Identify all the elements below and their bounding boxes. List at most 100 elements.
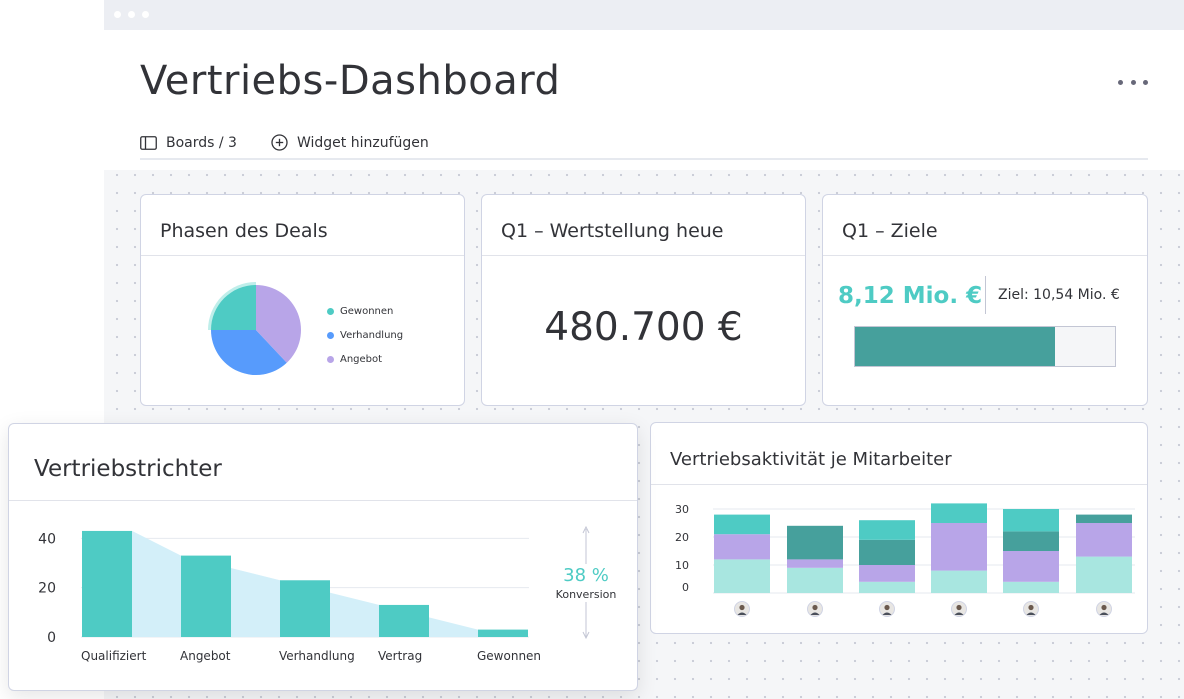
stacked-bar-segment [931,570,987,593]
legend-swatch [327,355,334,363]
dashboard-subnav: Boards / 3 Widget hinzufügen [140,134,463,151]
stacked-bar-segment [787,525,843,560]
goal-progress-bar [854,326,1116,367]
window-titlebar [104,0,1184,30]
window-dot [114,11,121,18]
legend-item: Verhandlung [327,323,403,347]
stacked-bar-segment [1003,509,1059,532]
card-divider [141,255,464,256]
avatar-body-icon [737,612,747,615]
pie-slice [256,285,301,363]
stacked-bar-segment [859,520,915,540]
stacked-bar-segment [859,539,915,565]
stacked-bar-segment [714,559,770,593]
header-divider [140,158,1148,160]
stacked-bar-segment [1076,523,1132,557]
card-divider [651,484,1147,485]
q1-value-number: 480.700 € [544,305,743,350]
goal-target-value: Ziel: 10,54 Mio. € [998,287,1120,303]
avatar-head-icon [884,604,890,611]
arrow-up-icon [582,525,590,534]
legend-label: Angebot [340,353,383,365]
goal-progress-fill [855,327,1056,366]
conversion-label: Konversion [556,588,617,601]
stacked-bar-segment [714,534,770,560]
x-category-label: Verhandlung [279,649,355,663]
funnel-bar [379,604,429,637]
pie-legend: Gewonnen Verhandlung Angebot [327,299,403,371]
pie-slice [211,330,287,375]
y-tick-label: 30 [675,503,689,516]
legend-item: Gewonnen [327,299,403,323]
avatar-body-icon [810,612,820,615]
stacked-bar-segment [1003,551,1059,582]
add-widget-label: Widget hinzufügen [296,134,429,151]
x-category-label: Angebot [180,649,231,663]
avatar-head-icon [1028,604,1034,611]
y-tick-label: 0 [682,581,689,594]
pie-slice [211,285,256,330]
page-title: Vertriebs-Dashboard [140,58,561,104]
sidebar-panel-icon [140,135,157,150]
dot-icon [1118,79,1123,85]
window-dot [142,11,149,18]
card-title: Phasen des Deals [160,220,328,242]
stacked-bar-segment [859,581,915,593]
conversion-value: 38 % [563,565,609,586]
funnel-bar-chart: 0 20 40 Qualifiziert Angebot Verhandlung Vertr… [38,525,617,663]
legend-label: Verhandlung [340,329,404,341]
stacked-bar-segment [1076,514,1132,523]
card-divider [482,255,805,256]
card-title: Q1 – Ziele [842,220,938,242]
q1-goals-card: Q1 – Ziele 8,12 Mio. € Ziel: 10,54 Mio. … [822,194,1148,406]
y-tick-label: 20 [675,531,689,544]
avatar-body-icon [1026,612,1036,615]
avatar-head-icon [1101,604,1107,611]
activity-stacked-bar-chart: 0 10 20 30 [675,503,1135,617]
y-tick-label: 40 [38,531,56,547]
deal-phases-pie-chart [208,282,301,375]
stacked-bar-segment [1003,581,1059,593]
stacked-bar-segment [1003,531,1059,551]
add-widget-button[interactable]: Widget hinzufügen [271,134,429,151]
card-title: Vertriebsaktivität je Mitarbeiter [670,449,952,470]
boards-link[interactable]: Boards / 3 [140,135,237,151]
dot-icon [1143,79,1148,85]
legend-swatch [327,331,334,339]
stacked-bar-segment [931,523,987,571]
avatar-head-icon [812,604,818,611]
x-category-label: Qualifiziert [81,649,147,663]
funnel-bar [181,555,231,637]
activity-card: Vertriebsaktivität je Mitarbeiter 0 10 20 3… [650,422,1148,634]
legend-label: Gewonnen [340,305,394,317]
funnel-bar [478,629,528,637]
card-title: Q1 – Wertstellung heue [501,220,724,242]
card-divider [9,500,637,501]
q1-value-card: Q1 – Wertstellung heue 480.700 € [481,194,806,406]
funnel-bar [82,530,132,637]
legend-item: Angebot [327,347,403,371]
avatar-body-icon [954,612,964,615]
stacked-bar-segment [714,514,770,535]
funnel-bar [280,580,330,637]
stacked-bar-segment [1076,556,1132,593]
stacked-bar-segment [787,567,843,593]
x-category-label: Gewonnen [477,649,541,663]
goal-current-value: 8,12 Mio. € [838,283,983,309]
more-options-button[interactable] [1118,70,1148,94]
card-title: Vertriebstrichter [34,456,222,482]
avatar-body-icon [1099,612,1109,615]
y-tick-label: 0 [47,630,56,646]
dashboard-header: Vertriebs-Dashboard Boards / 3 Widge [104,30,1184,170]
card-divider [823,255,1147,256]
legend-swatch [327,307,334,315]
stacked-bar-segment [859,565,915,582]
arrow-down-icon [582,631,590,640]
app-window: Vertriebs-Dashboard Boards / 3 Widge [104,0,1184,699]
deal-phases-card: Phasen des Deals Gewonnen Verhandlung An… [140,194,465,406]
y-tick-label: 20 [38,581,56,597]
dot-icon [1130,79,1136,85]
window-dot [128,11,135,18]
avatar-body-icon [882,612,892,615]
stacked-bar-segment [931,503,987,523]
